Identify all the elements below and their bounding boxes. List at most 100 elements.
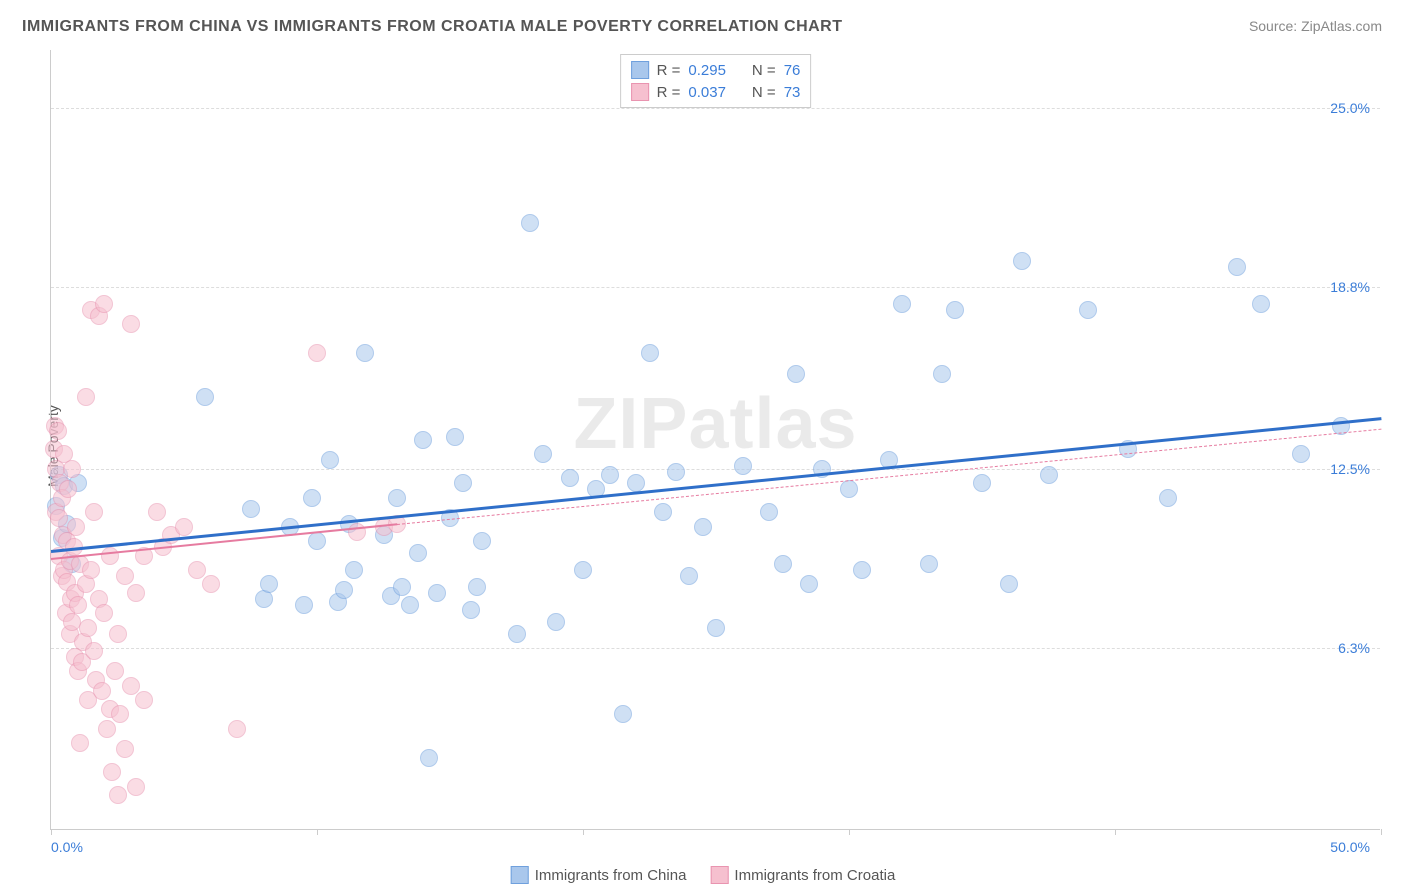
legend-n-label: N = bbox=[752, 62, 776, 79]
legend-swatch bbox=[710, 866, 728, 884]
data-point bbox=[1228, 258, 1246, 276]
data-point bbox=[401, 596, 419, 614]
data-point bbox=[654, 503, 672, 521]
data-point bbox=[308, 532, 326, 550]
data-point bbox=[420, 749, 438, 767]
data-point bbox=[667, 463, 685, 481]
data-point bbox=[356, 344, 374, 362]
data-point bbox=[933, 365, 951, 383]
data-point bbox=[973, 474, 991, 492]
data-point bbox=[196, 388, 214, 406]
data-point bbox=[409, 544, 427, 562]
data-point bbox=[1000, 575, 1018, 593]
legend-swatch bbox=[631, 83, 649, 101]
data-point bbox=[308, 344, 326, 362]
trend-line bbox=[51, 417, 1381, 552]
data-point bbox=[71, 734, 89, 752]
data-point bbox=[335, 581, 353, 599]
data-point bbox=[135, 691, 153, 709]
data-point bbox=[521, 214, 539, 232]
legend-r-value: 0.295 bbox=[688, 62, 726, 79]
data-point bbox=[116, 740, 134, 758]
data-point bbox=[67, 518, 85, 536]
data-point bbox=[946, 301, 964, 319]
x-tick-label-min: 0.0% bbox=[51, 839, 83, 855]
data-point bbox=[95, 295, 113, 313]
data-point bbox=[1013, 252, 1031, 270]
legend-swatch bbox=[511, 866, 529, 884]
data-point bbox=[69, 596, 87, 614]
legend-n-label: N = bbox=[752, 84, 776, 101]
legend-r-label: R = bbox=[657, 62, 681, 79]
data-point bbox=[468, 578, 486, 596]
data-point bbox=[242, 500, 260, 518]
data-point bbox=[202, 575, 220, 593]
data-point bbox=[1040, 466, 1058, 484]
x-tick bbox=[317, 829, 318, 835]
data-point bbox=[101, 547, 119, 565]
gridline bbox=[51, 287, 1380, 288]
legend-item: Immigrants from China bbox=[511, 866, 687, 884]
data-point bbox=[85, 503, 103, 521]
x-tick-label-max: 50.0% bbox=[1330, 839, 1370, 855]
data-point bbox=[106, 662, 124, 680]
data-point bbox=[1252, 295, 1270, 313]
data-point bbox=[547, 613, 565, 631]
data-point bbox=[853, 561, 871, 579]
legend-label: Immigrants from Croatia bbox=[734, 867, 895, 884]
x-tick bbox=[849, 829, 850, 835]
gridline bbox=[51, 648, 1380, 649]
data-point bbox=[49, 422, 67, 440]
legend-series: Immigrants from China Immigrants from Cro… bbox=[511, 866, 896, 884]
data-point bbox=[760, 503, 778, 521]
data-point bbox=[414, 431, 432, 449]
data-point bbox=[800, 575, 818, 593]
data-point bbox=[175, 518, 193, 536]
data-point bbox=[93, 682, 111, 700]
legend-n-value: 73 bbox=[784, 84, 801, 101]
data-point bbox=[707, 619, 725, 637]
data-point bbox=[393, 578, 411, 596]
data-point bbox=[260, 575, 278, 593]
data-point bbox=[148, 503, 166, 521]
data-point bbox=[85, 642, 103, 660]
data-point bbox=[734, 457, 752, 475]
data-point bbox=[122, 315, 140, 333]
y-tick-label: 18.8% bbox=[1330, 279, 1370, 295]
trend-line bbox=[397, 428, 1381, 524]
data-point bbox=[109, 786, 127, 804]
data-point bbox=[601, 466, 619, 484]
data-point bbox=[127, 778, 145, 796]
legend-row: R =0.037N =73 bbox=[631, 81, 801, 103]
data-point bbox=[680, 567, 698, 585]
gridline bbox=[51, 469, 1380, 470]
data-point bbox=[561, 469, 579, 487]
data-point bbox=[50, 509, 68, 527]
legend-label: Immigrants from China bbox=[535, 867, 687, 884]
legend-row: R = 0.295 N = 76 bbox=[631, 59, 801, 81]
data-point bbox=[98, 720, 116, 738]
legend-r-value: 0.037 bbox=[688, 84, 726, 101]
data-point bbox=[454, 474, 472, 492]
data-point bbox=[893, 295, 911, 313]
data-point bbox=[77, 388, 95, 406]
y-tick-label: 25.0% bbox=[1330, 100, 1370, 116]
data-point bbox=[388, 489, 406, 507]
data-point bbox=[473, 532, 491, 550]
x-tick bbox=[1115, 829, 1116, 835]
legend-swatch bbox=[631, 61, 649, 79]
data-point bbox=[82, 561, 100, 579]
x-tick bbox=[1381, 829, 1382, 835]
data-point bbox=[428, 584, 446, 602]
y-tick-label: 12.5% bbox=[1330, 461, 1370, 477]
y-tick-label: 6.3% bbox=[1338, 640, 1370, 656]
data-point bbox=[840, 480, 858, 498]
data-point bbox=[774, 555, 792, 573]
data-point bbox=[345, 561, 363, 579]
legend-n-value: 76 bbox=[784, 62, 801, 79]
data-point bbox=[79, 619, 97, 637]
data-point bbox=[574, 561, 592, 579]
legend-correlation: R = 0.295 N = 76R = 0.037 N = 73 bbox=[620, 54, 812, 108]
data-point bbox=[1292, 445, 1310, 463]
data-point bbox=[59, 480, 77, 498]
